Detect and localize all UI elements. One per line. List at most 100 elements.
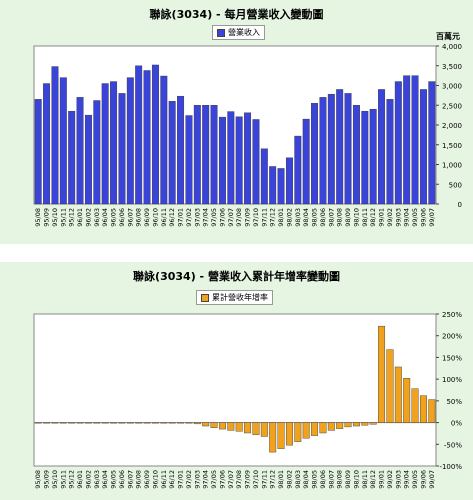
revenue-x-tick-label: 98/08 — [336, 208, 344, 227]
yoy-x-tick-label: 98/04 — [302, 470, 310, 489]
revenue-y-tick-label: 3,000 — [442, 83, 462, 91]
revenue-y-tick-label: 2,500 — [442, 102, 462, 110]
yoy-x-tick-label: 97/12 — [269, 470, 277, 489]
revenue-x-tick-label: 97/12 — [269, 208, 277, 227]
revenue-x-tick-label: 97/08 — [235, 208, 243, 227]
yoy-x-tick-label: 97/09 — [244, 470, 252, 489]
revenue-y-tick-label: 1,000 — [442, 162, 462, 170]
revenue-x-tick-label: 95/12 — [68, 208, 76, 227]
yoy-y-tick-label: -100% — [439, 463, 462, 471]
revenue-x-tick-label: 97/02 — [185, 208, 193, 227]
revenue-x-tick-label: 97/05 — [210, 208, 218, 227]
yoy-x-tick-label: 97/03 — [193, 470, 201, 489]
revenue-bar — [84, 114, 92, 205]
revenue-bar — [93, 100, 101, 205]
revenue-bar — [135, 65, 143, 205]
revenue-bar — [118, 93, 126, 205]
yoy-legend: 累計營收年增率 — [196, 290, 273, 305]
revenue-bar — [43, 83, 51, 205]
revenue-bar — [369, 108, 377, 205]
revenue-bar — [269, 166, 277, 205]
yoy-bar — [218, 422, 226, 430]
revenue-x-tick-label: 98/12 — [369, 208, 377, 227]
revenue-bar — [352, 105, 360, 205]
yoy-x-tick-label: 97/10 — [252, 470, 260, 489]
yoy-x-tick-label: 98/07 — [327, 470, 335, 489]
revenue-bar — [168, 101, 176, 205]
revenue-y-tick-label: 1,500 — [442, 142, 462, 150]
yoy-y-tick-label: 100% — [442, 376, 462, 384]
yoy-bar — [369, 422, 377, 425]
revenue-x-tick-label: 96/06 — [118, 208, 126, 227]
yoy-x-tick-label: 95/11 — [59, 470, 67, 489]
yoy-bar — [302, 422, 310, 439]
yoy-x-tick-label: 97/04 — [202, 470, 210, 489]
yoy-bar — [252, 422, 260, 435]
yoy-x-tick-label: 98/11 — [361, 470, 369, 489]
revenue-x-tick-label: 95/10 — [51, 208, 59, 227]
yoy-x-tick-label: 97/06 — [218, 470, 226, 489]
yoy-bar — [227, 422, 235, 431]
yoy-x-tick-label: 99/01 — [378, 470, 386, 489]
revenue-x-tick-label: 98/05 — [311, 208, 319, 227]
yoy-bar — [101, 422, 109, 424]
yoy-x-tick-label: 95/09 — [43, 470, 51, 489]
yoy-bar — [51, 422, 59, 424]
yoy-bar — [311, 422, 319, 436]
revenue-x-tick-label: 99/05 — [411, 208, 419, 227]
yoy-bar — [202, 422, 210, 427]
yoy-x-tick-label: 99/02 — [386, 470, 394, 489]
yoy-x-tick-label: 99/07 — [428, 470, 436, 489]
revenue-x-tick-label: 95/08 — [34, 208, 42, 227]
yoy-bar — [168, 422, 176, 424]
yoy-bar — [285, 422, 293, 446]
yoy-x-tick-label: 98/03 — [294, 470, 302, 489]
revenue-chart-title: 聯詠(3034) - 每月營業收入變動圖 — [149, 8, 324, 21]
yoy-bar — [110, 422, 118, 424]
revenue-x-tick-label: 96/12 — [168, 208, 176, 227]
yoy-x-tick-label: 98/05 — [311, 470, 319, 489]
revenue-x-tick-label: 98/03 — [294, 208, 302, 227]
revenue-x-tick-label: 99/07 — [428, 208, 436, 227]
revenue-x-tick-label: 96/10 — [151, 208, 159, 227]
yoy-bar — [84, 422, 92, 424]
yoy-bar — [126, 422, 134, 424]
revenue-y-tick-label: 500 — [449, 181, 462, 189]
yoy-bar — [235, 422, 243, 432]
yoy-x-tick-label: 96/08 — [135, 470, 143, 489]
yoy-y-tick-label: -50% — [444, 441, 462, 449]
yoy-x-tick-label: 98/02 — [285, 470, 293, 489]
yoy-bar — [319, 422, 327, 434]
revenue-x-tick-label: 96/05 — [110, 208, 118, 227]
revenue-bar — [143, 70, 151, 205]
yoy-y-tick-label: 200% — [442, 333, 462, 341]
yoy-x-tick-label: 96/03 — [93, 470, 101, 489]
revenue-bar — [403, 75, 411, 205]
yoy-x-tick-label: 99/04 — [403, 470, 411, 489]
revenue-legend-swatch — [217, 28, 225, 37]
yoy-bar — [394, 366, 402, 423]
yoy-bar — [277, 422, 285, 449]
yoy-x-tick-label: 98/06 — [319, 470, 327, 489]
revenue-bar — [185, 115, 193, 205]
yoy-x-tick-label: 98/09 — [344, 470, 352, 489]
panel-divider — [0, 244, 473, 262]
revenue-bar — [327, 93, 335, 205]
yoy-x-tick-label: 99/06 — [419, 470, 427, 489]
revenue-bar — [277, 168, 285, 205]
revenue-bar — [34, 99, 42, 205]
revenue-x-tick-label: 99/06 — [419, 208, 427, 227]
revenue-bar — [428, 81, 436, 205]
yoy-legend-swatch — [201, 293, 209, 302]
revenue-x-tick-label: 96/01 — [76, 208, 84, 227]
revenue-x-tick-label: 99/04 — [403, 208, 411, 227]
yoy-y-tick-label: 0% — [451, 420, 462, 428]
revenue-x-tick-label: 97/09 — [244, 208, 252, 227]
yoy-x-tick-label: 96/09 — [143, 470, 151, 489]
yoy-bar — [428, 399, 436, 423]
yoy-legend-label: 累計營收年增率 — [212, 293, 268, 302]
revenue-x-tick-label: 97/03 — [193, 208, 201, 227]
revenue-bar — [361, 110, 369, 205]
yoy-x-tick-label: 96/01 — [76, 470, 84, 489]
revenue-x-tick-label: 99/01 — [378, 208, 386, 227]
